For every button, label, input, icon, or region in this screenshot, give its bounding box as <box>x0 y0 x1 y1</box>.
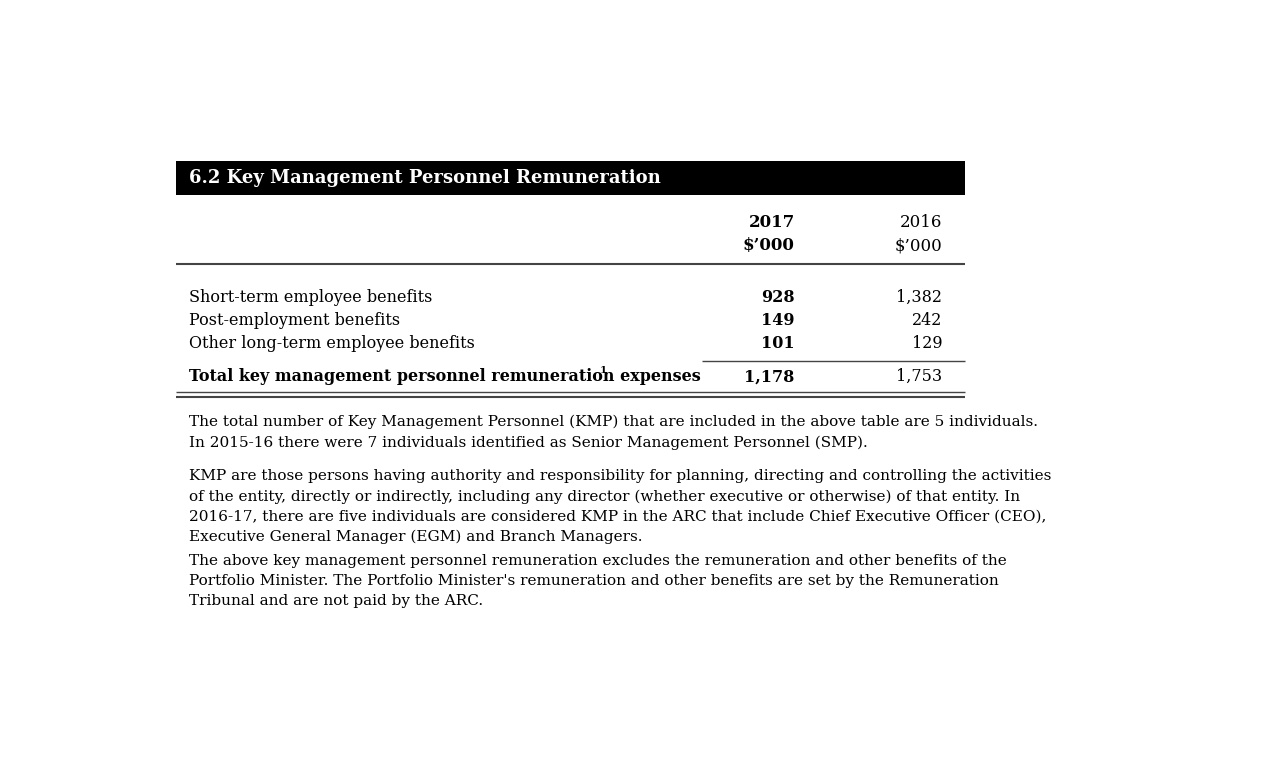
Text: 129: 129 <box>912 335 942 352</box>
Text: 242: 242 <box>912 312 942 329</box>
Text: Post-employment benefits: Post-employment benefits <box>189 312 400 329</box>
Text: The above key management personnel remuneration excludes the remuneration and ot: The above key management personnel remun… <box>189 554 1006 608</box>
Text: Other long-term employee benefits: Other long-term employee benefits <box>189 335 474 352</box>
Text: 1,382: 1,382 <box>896 289 942 306</box>
Text: KMP are those persons having authority and responsibility for planning, directin: KMP are those persons having authority a… <box>189 469 1051 545</box>
Text: 1,178: 1,178 <box>745 368 794 385</box>
Text: 6.2 Key Management Personnel Remuneration: 6.2 Key Management Personnel Remuneratio… <box>189 169 660 187</box>
FancyBboxPatch shape <box>176 161 965 195</box>
Text: $’000: $’000 <box>743 237 794 254</box>
Text: $’000: $’000 <box>894 237 942 254</box>
Text: 1: 1 <box>599 366 607 375</box>
Text: Short-term employee benefits: Short-term employee benefits <box>189 289 432 306</box>
Text: 928: 928 <box>761 289 794 306</box>
Text: 2016: 2016 <box>900 214 942 231</box>
Text: The total number of Key Management Personnel (KMP) that are included in the abov: The total number of Key Management Perso… <box>189 415 1038 450</box>
Text: 101: 101 <box>761 335 794 352</box>
Text: 1,753: 1,753 <box>896 368 942 385</box>
Text: 149: 149 <box>761 312 794 329</box>
Text: 2017: 2017 <box>748 214 794 231</box>
Text: Total key management personnel remuneration expenses: Total key management personnel remunerat… <box>189 368 700 385</box>
